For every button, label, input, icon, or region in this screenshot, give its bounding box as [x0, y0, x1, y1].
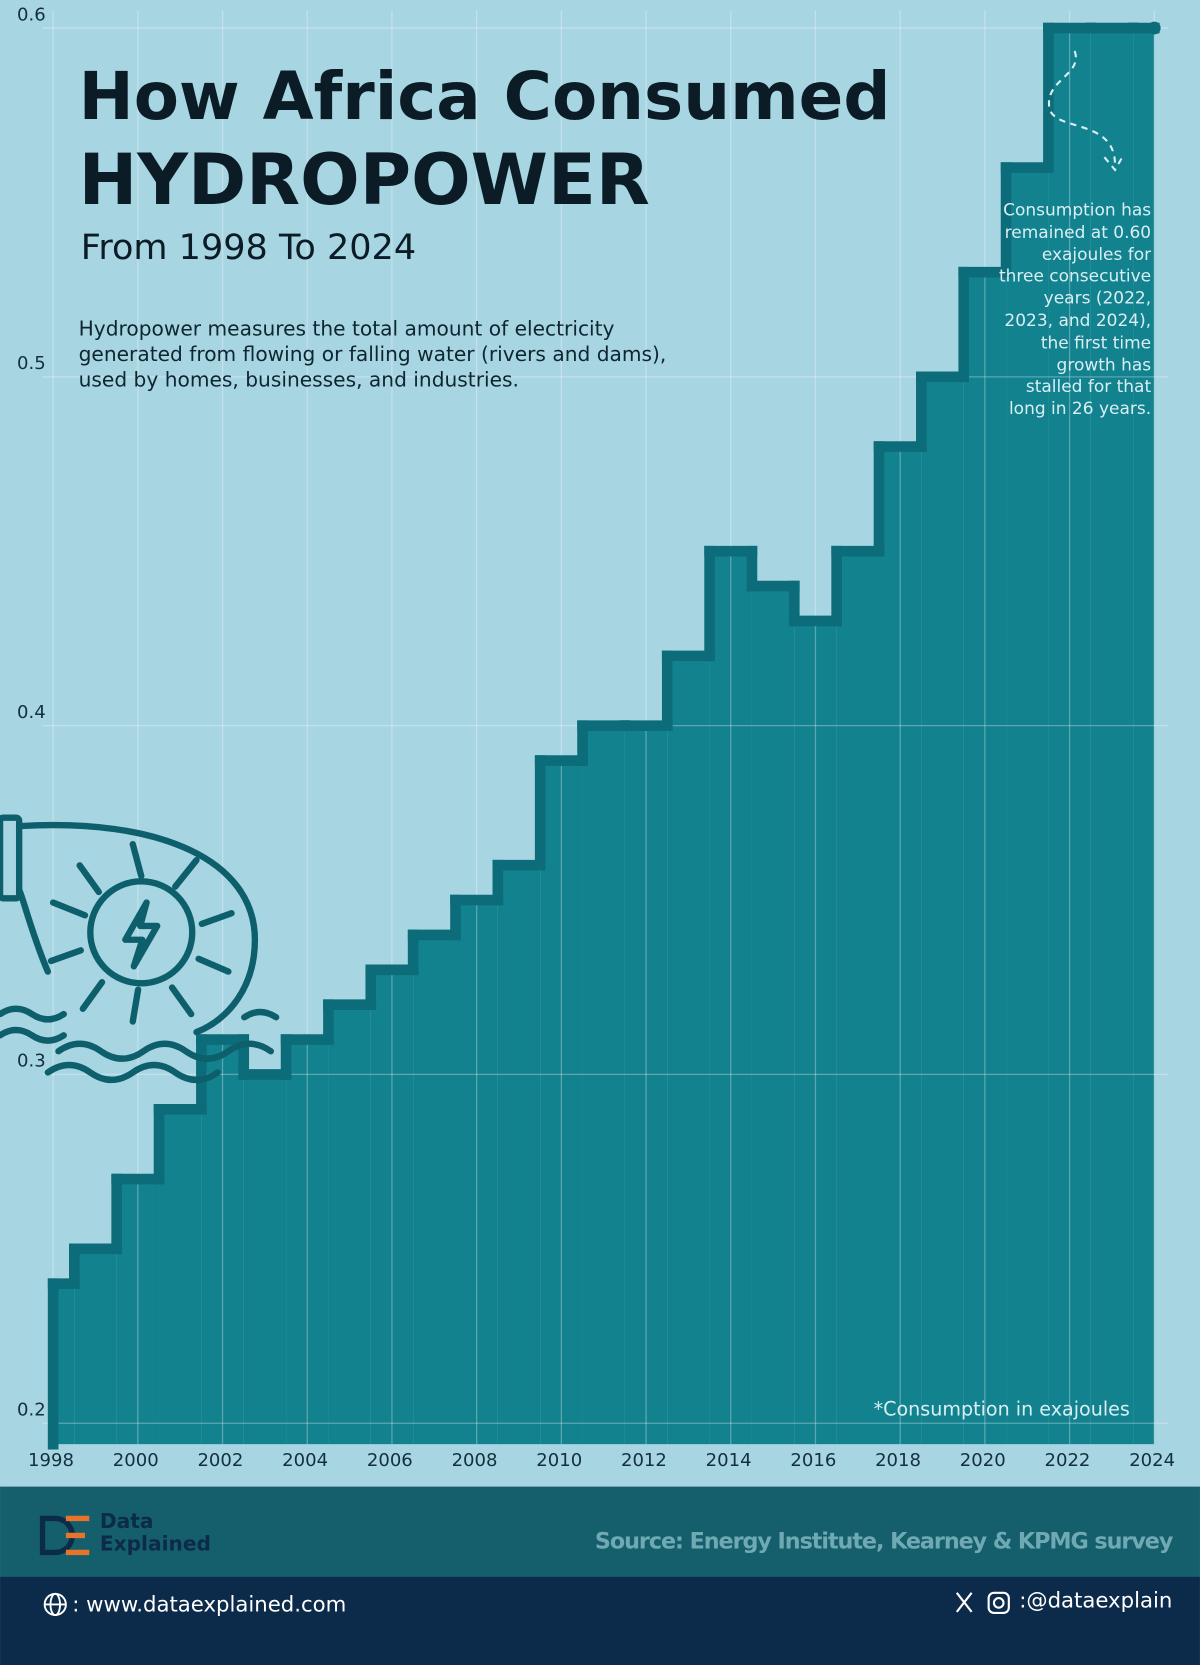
step-area	[751, 586, 795, 1445]
turbine-icon	[0, 814, 280, 1084]
annotation: Consumption has remained at 0.60 exajoul…	[998, 199, 1152, 419]
step-area	[921, 376, 964, 1445]
step-area	[836, 551, 880, 1445]
x-tick-label: 2004	[282, 1450, 328, 1471]
x-tick-label: 2002	[197, 1450, 243, 1471]
social-icons	[955, 1591, 1010, 1615]
step-area	[1090, 28, 1134, 1445]
y-tick-label: 0.3	[17, 1051, 46, 1072]
note: *Consumption in exajoules	[874, 1398, 1130, 1421]
y-tick-label: 0.2	[17, 1399, 46, 1420]
step-area	[497, 865, 541, 1445]
step-area	[1006, 167, 1049, 1445]
x-tick-label: 2014	[706, 1450, 752, 1471]
step-area	[159, 1109, 202, 1445]
source: Source: Energy Institute, Kearney & KPMG…	[595, 1528, 1174, 1554]
y-tick-label: 0.6	[17, 4, 46, 25]
step-area	[794, 620, 837, 1445]
step-area	[243, 1074, 287, 1445]
footer-band-bottom	[0, 1576, 1200, 1665]
brand-logo	[39, 1515, 90, 1556]
x-tick-label: 2008	[452, 1450, 498, 1471]
step-area	[328, 1004, 371, 1445]
y-tick-label: 0.5	[17, 353, 46, 374]
website: : www.dataexplained.com	[72, 1593, 346, 1618]
x-tick-label: 2022	[1044, 1450, 1090, 1471]
step-area	[582, 725, 625, 1445]
x-tick-label: 2024	[1129, 1450, 1175, 1471]
step-area	[1133, 28, 1155, 1445]
chart-title-emphasis: HYDROPOWER	[79, 139, 650, 221]
step-area	[879, 446, 922, 1445]
step-area	[667, 655, 710, 1445]
end-point	[1147, 21, 1161, 35]
step-area	[116, 1179, 160, 1445]
x-tick-label: 2006	[367, 1450, 413, 1471]
description: Hydropower measures the total amount of …	[78, 317, 667, 392]
step-area	[540, 760, 583, 1445]
x-tick-label: 2018	[875, 1450, 921, 1471]
x-tick-label: 2012	[621, 1450, 667, 1471]
step-area	[709, 551, 752, 1445]
y-tick-label: 0.4	[17, 702, 46, 723]
plot-area: 0.2 0.3 0.4 0.5 0.6 1998 2000 2002 2004 2006 2008 2…	[17, 4, 1175, 1471]
annotation-box: Consumption has remained at 0.60 exajoul…	[998, 199, 1152, 419]
step-area	[286, 1039, 329, 1445]
step-area	[963, 272, 1007, 1445]
footer-band	[0, 1486, 1200, 1578]
step-area	[624, 725, 668, 1445]
x-tick-label: 2000	[113, 1450, 159, 1471]
handle: :@dataexplain	[1019, 1588, 1172, 1613]
x-tick-label: 2020	[960, 1450, 1006, 1471]
description-box: Hydropower measures the total amount of …	[78, 317, 667, 392]
step-area	[370, 969, 414, 1445]
step-area	[455, 900, 498, 1445]
step-area	[74, 1248, 117, 1445]
x-tick-label: 2010	[536, 1450, 582, 1471]
step-area	[413, 934, 456, 1445]
brand-line: Explained	[100, 1532, 211, 1556]
x-tick-label: 1998	[28, 1450, 74, 1471]
x-tick-label: 2016	[790, 1450, 836, 1471]
brand-line: Data	[100, 1509, 154, 1533]
annotation-arrow	[1048, 50, 1125, 172]
chart-title: How Africa Consumed	[79, 58, 891, 135]
globe-icon	[43, 1592, 67, 1617]
step-area	[1048, 28, 1091, 1445]
step-area	[201, 1039, 244, 1445]
chart-subtitle: From 1998 To 2024	[81, 227, 416, 268]
